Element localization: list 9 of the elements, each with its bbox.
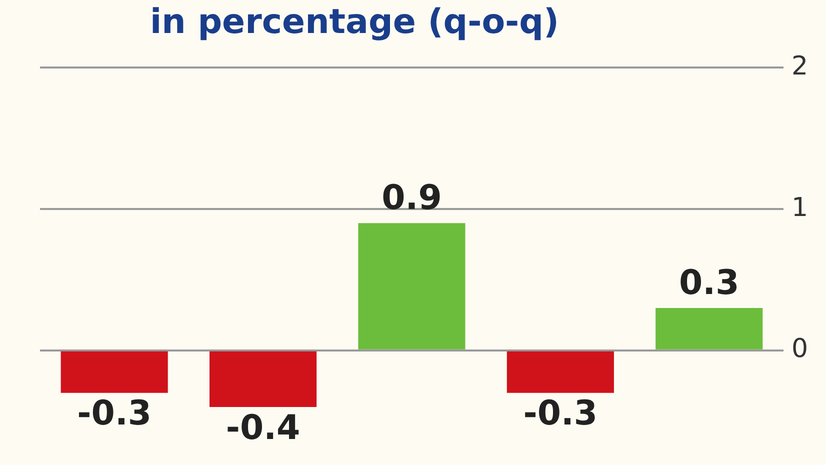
y-tick-label: 1 bbox=[791, 192, 808, 223]
data-label: -0.3 bbox=[77, 394, 152, 434]
data-label: -0.3 bbox=[523, 394, 598, 434]
chart-title: in percentage (q-o-q) bbox=[150, 2, 560, 42]
data-label: 0.9 bbox=[382, 178, 442, 218]
data-label: 0.3 bbox=[678, 262, 740, 303]
data-label: -0.4 bbox=[226, 408, 300, 448]
y-tick-label: 2 bbox=[791, 51, 808, 82]
y-tick-label: 0 bbox=[791, 334, 808, 364]
